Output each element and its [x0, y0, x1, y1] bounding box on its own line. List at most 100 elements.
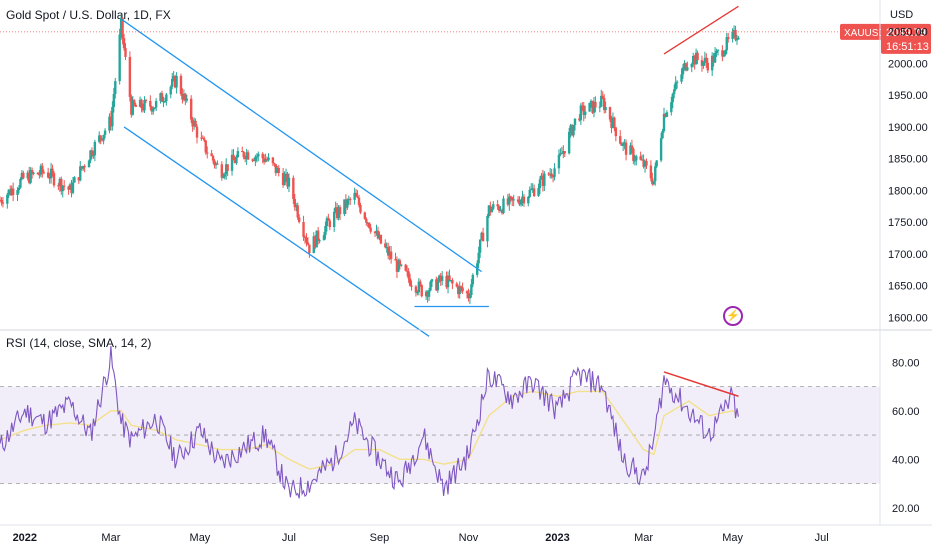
- price-tick-label: 1700.00: [888, 249, 928, 261]
- time-tick-label: 2022: [13, 532, 37, 544]
- candle-body: [210, 153, 213, 157]
- candle-body: [112, 94, 116, 107]
- candle-body: [292, 177, 295, 199]
- candle-body: [349, 199, 352, 201]
- candle-body: [181, 94, 184, 100]
- candle-body: [235, 157, 238, 164]
- candle-body: [600, 95, 603, 107]
- candle-body: [26, 172, 29, 179]
- candle-body: [516, 199, 520, 202]
- candle-body: [346, 199, 349, 208]
- candle-body: [395, 260, 399, 272]
- candle-body: [550, 173, 553, 177]
- candle-body: [572, 124, 575, 136]
- candle-body: [455, 283, 458, 287]
- candle-body: [245, 152, 248, 160]
- candle-body: [379, 234, 383, 244]
- candle-body: [70, 184, 73, 193]
- candle-body: [119, 17, 123, 35]
- candle-body: [417, 281, 421, 293]
- candle-body: [124, 48, 127, 57]
- candle-body: [344, 199, 348, 208]
- candle-body: [11, 188, 15, 195]
- candle-body: [17, 187, 21, 191]
- price-tick-label: 1750.00: [888, 217, 928, 229]
- alert-flash-icon[interactable]: ⚡: [723, 306, 743, 326]
- candle-body: [630, 145, 634, 149]
- rsi-pane: [0, 345, 880, 499]
- candle-body: [467, 293, 470, 299]
- rsi-line: [0, 345, 739, 499]
- candle-body: [700, 60, 704, 66]
- candle-body: [93, 141, 97, 156]
- time-tick-label: May: [722, 532, 743, 544]
- candle-body: [489, 205, 492, 213]
- candle-body: [16, 190, 19, 195]
- candle-body: [265, 159, 269, 161]
- price-pane: XAUUSD 2049.79 16:51:13: [0, 5, 931, 337]
- candle-body: [541, 175, 545, 186]
- candle-body: [521, 196, 524, 200]
- candle-body: [532, 188, 536, 197]
- candle-body: [276, 167, 279, 174]
- candle-body: [694, 52, 698, 65]
- candle-body: [223, 174, 226, 177]
- candle-body: [551, 176, 555, 178]
- candle-body: [693, 55, 696, 65]
- candle-body: [36, 172, 40, 175]
- candle-body: [502, 198, 505, 214]
- candle-body: [490, 208, 494, 213]
- candle-body: [141, 108, 145, 111]
- candle-body: [51, 168, 54, 174]
- candle-body: [325, 218, 329, 226]
- candle-body: [140, 99, 143, 109]
- candle-body: [448, 275, 451, 281]
- candle-body: [81, 166, 85, 169]
- candle-body: [357, 197, 361, 206]
- candle-body: [138, 99, 142, 107]
- price-unit-label: USD: [890, 9, 913, 21]
- candle-body: [109, 116, 113, 127]
- price-tick-label: 1900.00: [888, 122, 928, 134]
- candle-body: [337, 207, 340, 218]
- candle-body: [29, 170, 32, 183]
- candle-body: [179, 75, 183, 95]
- candle-body: [315, 230, 318, 248]
- channel-lower-line: [123, 126, 430, 337]
- candle-body: [734, 29, 737, 40]
- candle-body: [369, 227, 372, 232]
- candle-body: [727, 37, 730, 40]
- candle-body: [706, 62, 709, 71]
- candle-body: [322, 235, 326, 241]
- candle-body: [19, 178, 22, 188]
- candle-body: [58, 178, 62, 186]
- candle-body: [497, 206, 501, 211]
- candle-body: [118, 34, 121, 82]
- candle-body: [584, 111, 587, 116]
- candle-body: [470, 284, 473, 296]
- candle-body: [408, 278, 412, 286]
- candle-body: [500, 209, 504, 214]
- candle-body: [48, 177, 51, 179]
- last-price-label: 2049.79: [886, 27, 926, 39]
- candle-body: [459, 286, 463, 288]
- rsi-tick-label: 40.00: [892, 454, 920, 466]
- candle-body: [522, 196, 526, 204]
- candle-body: [175, 75, 178, 88]
- candle-body: [407, 271, 410, 279]
- candle-body: [39, 165, 43, 175]
- candle-body: [318, 240, 321, 242]
- candle-body: [662, 113, 666, 132]
- candle-body: [573, 118, 577, 125]
- candle-body: [222, 176, 225, 178]
- candle-body: [735, 39, 739, 41]
- candle-body: [661, 131, 664, 139]
- price-tick-label: 1950.00: [888, 90, 928, 102]
- candle-body: [509, 196, 512, 198]
- candle-body: [537, 188, 540, 197]
- candle-body: [169, 86, 172, 95]
- candle-body: [632, 148, 635, 161]
- candle-body: [673, 89, 676, 94]
- candle-body: [674, 82, 677, 90]
